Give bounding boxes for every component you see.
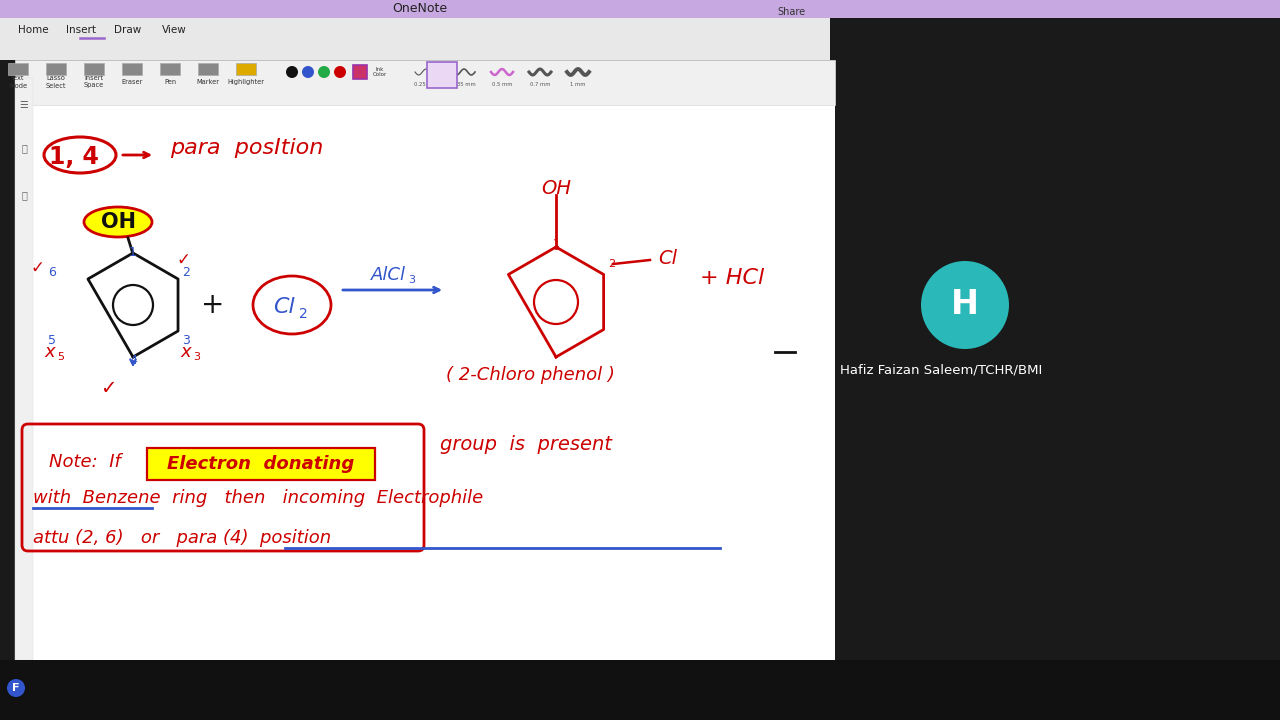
- Text: 2: 2: [608, 259, 616, 269]
- Bar: [236, 63, 256, 75]
- Text: 3: 3: [193, 352, 201, 362]
- Text: Hafiz Faizan Saleem/TCHR/BMI: Hafiz Faizan Saleem/TCHR/BMI: [840, 364, 1042, 377]
- Text: 0.35 mm: 0.35 mm: [452, 81, 476, 86]
- Text: Cl: Cl: [273, 297, 294, 317]
- Circle shape: [6, 679, 26, 697]
- Text: x: x: [180, 343, 191, 361]
- Text: F: F: [13, 683, 19, 693]
- Text: 0.7 mm: 0.7 mm: [530, 81, 550, 86]
- Text: Insert: Insert: [67, 25, 96, 35]
- Text: OH: OH: [101, 212, 136, 232]
- Bar: [160, 63, 180, 75]
- Text: 2: 2: [298, 307, 307, 321]
- Circle shape: [285, 66, 298, 78]
- Text: ✓: ✓: [177, 251, 189, 269]
- Bar: [0, 0, 1280, 18]
- Text: + HCl: + HCl: [700, 268, 764, 288]
- Text: Draw: Draw: [114, 25, 141, 35]
- Bar: [428, 62, 457, 88]
- Text: +: +: [201, 291, 225, 319]
- Text: ⏱: ⏱: [20, 190, 27, 200]
- Text: Home: Home: [18, 25, 49, 35]
- Text: Note:  If: Note: If: [49, 453, 120, 471]
- Bar: [835, 78, 1280, 660]
- Bar: [15, 78, 835, 660]
- Text: 4: 4: [129, 354, 137, 366]
- Text: x: x: [45, 343, 55, 361]
- Text: AlCl: AlCl: [370, 266, 406, 284]
- Text: 3: 3: [182, 333, 189, 346]
- Text: Electron  donating: Electron donating: [168, 455, 355, 473]
- Text: with  Benzene  ring   then   incoming  Electrophile: with Benzene ring then incoming Electrop…: [33, 489, 484, 507]
- Circle shape: [317, 66, 330, 78]
- Text: H: H: [951, 289, 979, 322]
- Circle shape: [302, 66, 314, 78]
- Bar: [46, 63, 67, 75]
- Text: 0.5 mm: 0.5 mm: [492, 81, 512, 86]
- Text: 🔍: 🔍: [20, 143, 27, 153]
- Text: 5: 5: [58, 352, 64, 362]
- Text: 0.25 mm: 0.25 mm: [413, 81, 438, 86]
- Ellipse shape: [84, 207, 152, 237]
- Text: para  posItion: para posItion: [170, 138, 324, 158]
- Bar: [0, 660, 1280, 720]
- Text: Pen: Pen: [164, 79, 177, 85]
- Bar: [84, 63, 104, 75]
- Text: View: View: [163, 25, 187, 35]
- Circle shape: [922, 261, 1009, 349]
- Bar: [0, 18, 829, 60]
- Text: Share: Share: [777, 7, 805, 17]
- Text: Insert
Space: Insert Space: [84, 76, 104, 89]
- Text: ✓: ✓: [100, 379, 116, 397]
- Text: ( 2-Chloro phenol ): ( 2-Chloro phenol ): [445, 366, 614, 384]
- Bar: [353, 65, 367, 79]
- Text: 1 mm: 1 mm: [571, 81, 586, 86]
- Text: 2: 2: [182, 266, 189, 279]
- Text: 1, 4: 1, 4: [49, 145, 99, 169]
- Bar: [8, 63, 28, 75]
- Text: Highlighter: Highlighter: [228, 79, 265, 85]
- Text: Ink
Color: Ink Color: [372, 67, 387, 77]
- Text: Eraser: Eraser: [122, 79, 142, 85]
- Text: attu (2, 6)   or   para (4)  position: attu (2, 6) or para (4) position: [33, 529, 332, 547]
- Text: 5: 5: [49, 333, 56, 346]
- Text: 6: 6: [49, 266, 56, 279]
- Text: OH: OH: [541, 179, 571, 197]
- Bar: [15, 60, 835, 105]
- Text: 1: 1: [553, 239, 559, 249]
- Text: Lasso
Select: Lasso Select: [46, 76, 67, 89]
- Bar: [122, 63, 142, 75]
- Text: 1: 1: [129, 246, 137, 258]
- Text: Text
Mode: Text Mode: [9, 76, 27, 89]
- Circle shape: [334, 66, 346, 78]
- Text: Marker: Marker: [197, 79, 219, 85]
- Text: ☰: ☰: [19, 100, 28, 110]
- Text: Cl: Cl: [658, 248, 677, 268]
- Text: group  is  present: group is present: [440, 436, 612, 454]
- Bar: [198, 63, 218, 75]
- Text: ✓: ✓: [29, 259, 44, 277]
- Bar: [15, 78, 33, 660]
- Text: OneNote: OneNote: [393, 2, 448, 16]
- Text: 3: 3: [408, 275, 416, 285]
- Bar: [147, 448, 375, 480]
